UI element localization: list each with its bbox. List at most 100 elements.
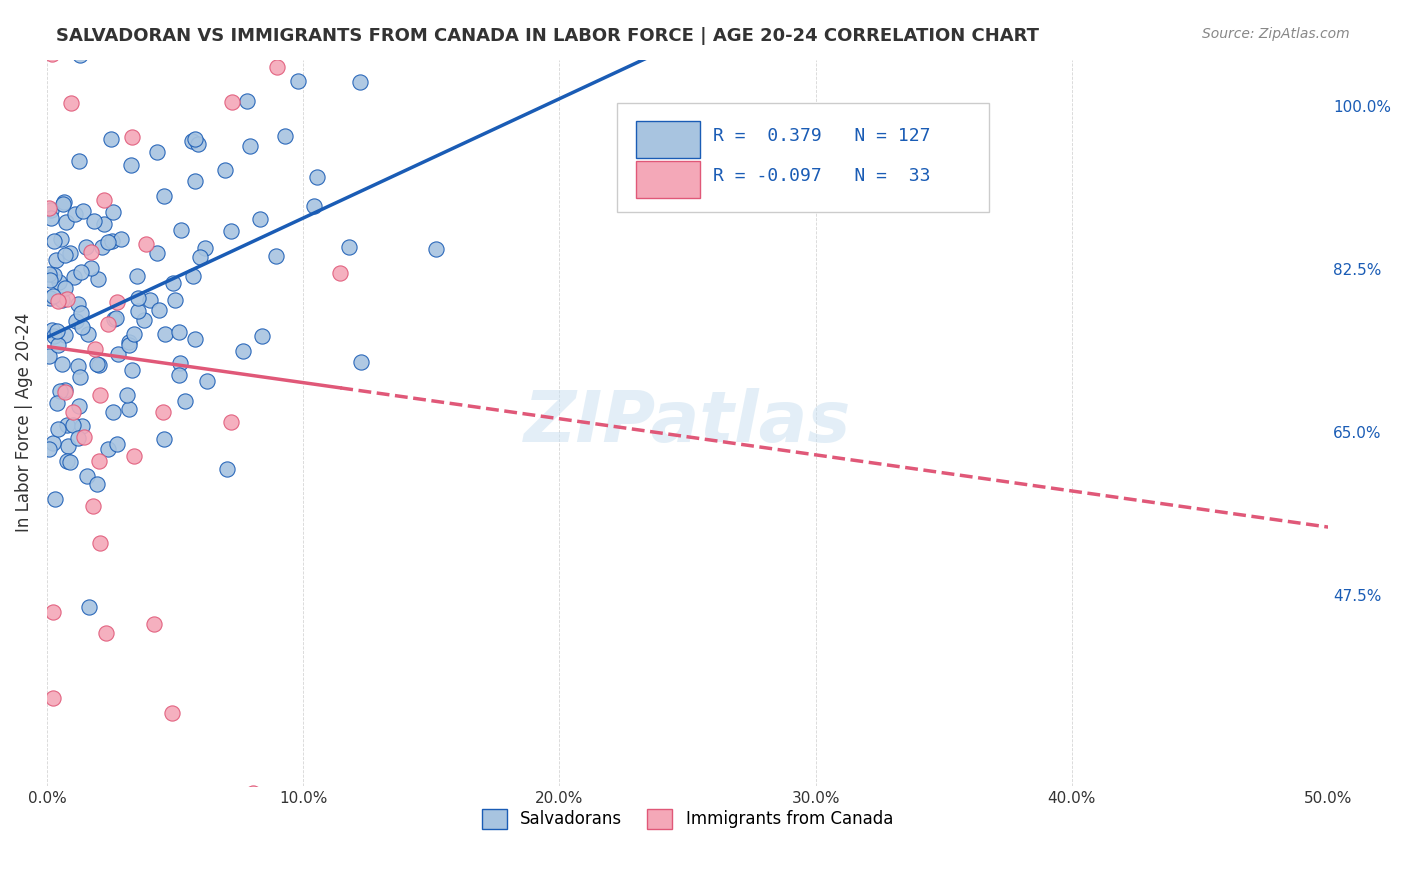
Point — [170, 223, 193, 237]
Point — [69, 47, 91, 62]
Point — [83, 213, 105, 227]
Point — [127, 291, 149, 305]
Point — [49, 384, 72, 399]
Point — [103, 312, 125, 326]
Point — [51, 357, 73, 371]
Point — [337, 239, 360, 253]
Point — [103, 205, 125, 219]
Point — [72, 204, 94, 219]
Point — [124, 326, 146, 341]
Point — [184, 332, 207, 346]
Point — [167, 325, 190, 339]
Text: Source: ZipAtlas.com: Source: ZipAtlas.com — [1202, 27, 1350, 41]
Point — [152, 405, 174, 419]
Point — [42, 289, 65, 303]
Point — [65, 207, 87, 221]
FancyBboxPatch shape — [617, 103, 988, 212]
Point — [84, 343, 107, 357]
Point — [86, 476, 108, 491]
Point — [219, 415, 242, 429]
Point — [134, 313, 156, 327]
Point — [153, 432, 176, 446]
Point — [59, 455, 82, 469]
Point — [167, 368, 190, 382]
Point — [86, 272, 108, 286]
Point — [42, 691, 65, 706]
Point — [70, 306, 93, 320]
Point — [97, 235, 120, 250]
Point — [82, 500, 104, 514]
Point — [38, 267, 60, 281]
Point — [329, 266, 352, 280]
Point — [153, 326, 176, 341]
Point — [100, 132, 122, 146]
Point — [46, 337, 69, 351]
Point — [90, 240, 112, 254]
Point — [96, 626, 118, 640]
Point — [56, 292, 79, 306]
Point — [89, 388, 111, 402]
Point — [53, 1, 76, 15]
Point — [76, 468, 98, 483]
Point — [39, 211, 62, 226]
Legend: Salvadorans, Immigrants from Canada: Salvadorans, Immigrants from Canada — [475, 802, 900, 836]
Point — [38, 442, 60, 457]
Point — [72, 44, 94, 58]
Point — [42, 268, 65, 283]
Point — [53, 281, 76, 295]
Point — [125, 268, 148, 283]
Point — [46, 324, 69, 338]
Point — [242, 786, 264, 800]
Point — [46, 293, 69, 308]
Point — [41, 605, 63, 619]
Point — [173, 394, 195, 409]
Point — [70, 319, 93, 334]
Point — [38, 273, 60, 287]
Point — [48, 275, 70, 289]
Point — [42, 234, 65, 248]
Point — [118, 334, 141, 349]
Point — [42, 329, 65, 343]
Point — [121, 362, 143, 376]
Point — [93, 193, 115, 207]
Point — [236, 94, 259, 108]
Point — [69, 154, 91, 169]
Point — [66, 296, 89, 310]
Point — [187, 136, 209, 151]
Point — [214, 163, 236, 178]
Point — [41, 323, 63, 337]
Point — [97, 317, 120, 331]
Point — [73, 430, 96, 444]
Point — [239, 138, 262, 153]
Point — [49, 232, 72, 246]
Point — [55, 248, 77, 262]
Point — [217, 462, 239, 476]
Point — [120, 159, 142, 173]
Point — [425, 242, 447, 256]
Point — [67, 399, 90, 413]
Point — [181, 268, 204, 283]
Text: R = -0.097   N =  33: R = -0.097 N = 33 — [713, 167, 931, 185]
Point — [219, 224, 242, 238]
Point — [69, 370, 91, 384]
Point — [59, 245, 82, 260]
Point — [232, 344, 254, 359]
Point — [70, 419, 93, 434]
Point — [89, 536, 111, 550]
Point — [97, 442, 120, 456]
Point — [41, 47, 63, 62]
Point — [86, 357, 108, 371]
Point — [184, 174, 207, 188]
Point — [38, 349, 60, 363]
Point — [302, 199, 325, 213]
FancyBboxPatch shape — [637, 121, 700, 158]
Point — [52, 195, 75, 210]
Point — [65, 314, 87, 328]
Point — [118, 402, 141, 417]
Point — [77, 600, 100, 615]
Point — [52, 196, 75, 211]
Point — [221, 95, 243, 110]
Point — [165, 293, 187, 308]
Point — [146, 246, 169, 260]
Point — [110, 232, 132, 246]
